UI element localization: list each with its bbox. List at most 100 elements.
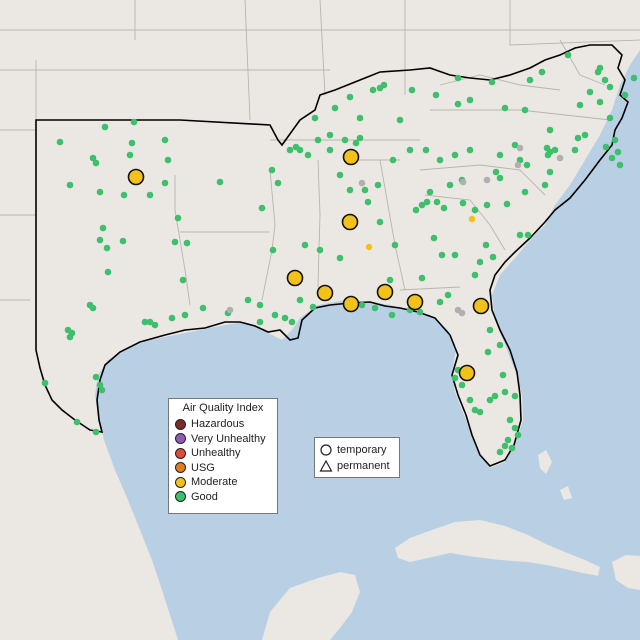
station-marker-good[interactable] <box>483 201 491 209</box>
station-marker-good[interactable] <box>92 428 100 436</box>
station-marker-good[interactable] <box>258 204 266 212</box>
station-marker-good[interactable] <box>66 181 74 189</box>
station-marker-good[interactable] <box>471 271 479 279</box>
station-marker-good[interactable] <box>41 379 49 387</box>
station-marker-good[interactable] <box>501 388 509 396</box>
station-marker-good[interactable] <box>96 188 104 196</box>
station-marker-no-data[interactable] <box>459 178 467 186</box>
station-marker-good[interactable] <box>146 318 154 326</box>
station-marker-good[interactable] <box>614 148 622 156</box>
station-marker-good[interactable] <box>496 174 504 182</box>
station-marker-good[interactable] <box>466 146 474 154</box>
station-marker-good[interactable] <box>141 318 149 326</box>
station-marker-good[interactable] <box>286 146 294 154</box>
station-marker-good[interactable] <box>608 154 616 162</box>
station-marker-good[interactable] <box>436 298 444 306</box>
station-marker-good[interactable] <box>296 296 304 304</box>
station-marker-good[interactable] <box>288 318 296 326</box>
station-marker-good[interactable] <box>336 254 344 262</box>
station-marker-good[interactable] <box>486 326 494 334</box>
station-marker-good[interactable] <box>161 179 169 187</box>
station-marker-good[interactable] <box>546 168 554 176</box>
station-marker-good[interactable] <box>369 86 377 94</box>
station-marker-good[interactable] <box>516 156 524 164</box>
station-marker-good[interactable] <box>602 143 610 151</box>
station-marker-good[interactable] <box>274 179 282 187</box>
station-marker-good[interactable] <box>541 181 549 189</box>
station-marker-good[interactable] <box>538 68 546 76</box>
station-marker-good[interactable] <box>430 234 438 242</box>
station-marker-good[interactable] <box>506 416 514 424</box>
station-marker-no-data[interactable] <box>483 176 491 184</box>
station-marker-good[interactable] <box>611 136 619 144</box>
station-marker-good[interactable] <box>311 114 319 122</box>
station-marker-good[interactable] <box>601 76 609 84</box>
station-marker-good[interactable] <box>546 126 554 134</box>
station-marker-good[interactable] <box>412 206 420 214</box>
station-marker-good[interactable] <box>466 396 474 404</box>
station-marker-good[interactable] <box>606 83 614 91</box>
temporary-site-marker-moderate[interactable] <box>286 269 304 287</box>
station-marker-good[interactable] <box>501 104 509 112</box>
station-marker-good[interactable] <box>511 141 519 149</box>
station-marker-good[interactable] <box>316 246 324 254</box>
station-marker-good[interactable] <box>358 301 366 309</box>
station-marker-good[interactable] <box>271 311 279 319</box>
station-marker-good[interactable] <box>92 159 100 167</box>
station-marker-good[interactable] <box>92 373 100 381</box>
station-marker-good[interactable] <box>616 161 624 169</box>
station-marker-good[interactable] <box>471 406 479 414</box>
station-marker-good[interactable] <box>361 186 369 194</box>
station-marker-good[interactable] <box>408 86 416 94</box>
station-marker-good[interactable] <box>523 161 531 169</box>
station-marker-good[interactable] <box>521 106 529 114</box>
station-marker-good[interactable] <box>406 146 414 154</box>
temporary-site-marker-moderate[interactable] <box>342 148 360 166</box>
station-marker-good[interactable] <box>371 304 379 312</box>
station-marker-good[interactable] <box>492 168 500 176</box>
station-marker-good[interactable] <box>326 131 334 139</box>
station-marker-good[interactable] <box>511 392 519 400</box>
station-marker-good[interactable] <box>526 76 534 84</box>
station-marker-good[interactable] <box>484 348 492 356</box>
station-marker-good[interactable] <box>586 88 594 96</box>
station-marker-good[interactable] <box>544 151 552 159</box>
station-marker-good[interactable] <box>488 78 496 86</box>
temporary-site-marker-moderate[interactable] <box>341 213 359 231</box>
station-marker-no-data[interactable] <box>514 161 522 169</box>
temporary-site-marker-moderate[interactable] <box>376 283 394 301</box>
station-marker-good[interactable] <box>346 186 354 194</box>
station-marker-good[interactable] <box>66 333 74 341</box>
station-marker-good[interactable] <box>496 448 504 456</box>
station-marker-good[interactable] <box>396 116 404 124</box>
station-marker-good[interactable] <box>418 274 426 282</box>
station-marker-good[interactable] <box>621 91 629 99</box>
station-marker-good[interactable] <box>164 156 172 164</box>
station-marker-good[interactable] <box>489 253 497 261</box>
temporary-site-marker-moderate[interactable] <box>127 168 145 186</box>
station-marker-good[interactable] <box>151 321 159 329</box>
station-marker-good[interactable] <box>433 198 441 206</box>
temporary-site-marker-moderate[interactable] <box>458 364 476 382</box>
station-marker-good[interactable] <box>146 191 154 199</box>
station-marker-good[interactable] <box>376 218 384 226</box>
station-marker-good[interactable] <box>130 118 138 126</box>
station-marker-no-data[interactable] <box>516 144 524 152</box>
station-marker-good[interactable] <box>416 308 424 316</box>
station-marker-good[interactable] <box>630 74 638 82</box>
station-marker-good[interactable] <box>174 214 182 222</box>
station-marker-good[interactable] <box>336 171 344 179</box>
station-marker-good[interactable] <box>168 314 176 322</box>
station-marker-good[interactable] <box>476 408 484 416</box>
station-marker-good[interactable] <box>458 381 466 389</box>
station-marker-good[interactable] <box>101 123 109 131</box>
station-marker-good[interactable] <box>440 204 448 212</box>
temporary-site-marker-moderate[interactable] <box>406 293 424 311</box>
station-marker-good[interactable] <box>391 241 399 249</box>
station-marker-good[interactable] <box>576 101 584 109</box>
station-marker-good[interactable] <box>508 444 516 452</box>
station-marker-good[interactable] <box>571 146 579 154</box>
station-marker-good[interactable] <box>346 93 354 101</box>
station-marker-good[interactable] <box>454 100 462 108</box>
